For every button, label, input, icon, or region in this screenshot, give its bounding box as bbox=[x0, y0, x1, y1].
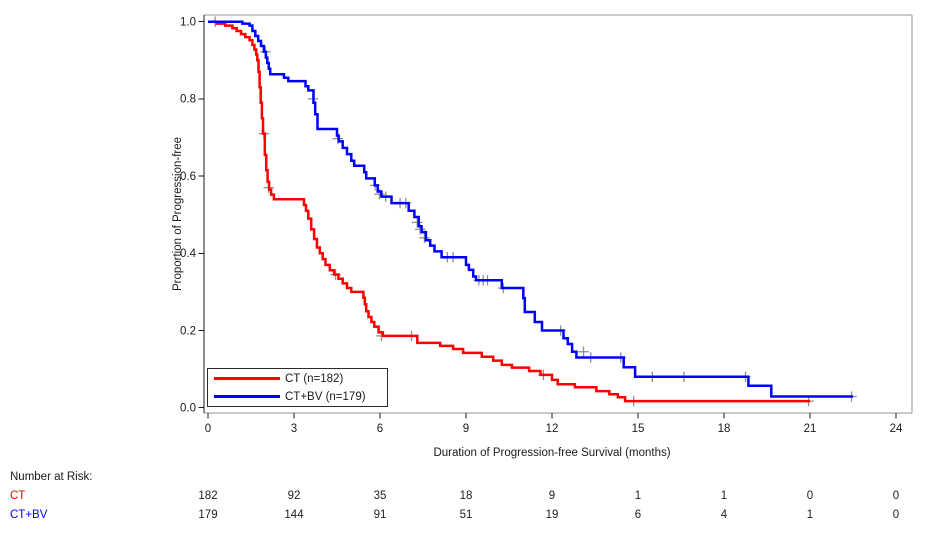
legend-label: CT (n=182) bbox=[285, 372, 344, 385]
x-tick-label: 0 bbox=[205, 423, 211, 435]
risk-value: 0 bbox=[892, 509, 900, 521]
x-tick-label: 21 bbox=[804, 423, 817, 435]
risk-row-label-ct: CT bbox=[10, 490, 26, 502]
risk-table-title: Number at Risk: bbox=[10, 471, 93, 483]
risk-value: 51 bbox=[459, 509, 473, 521]
x-tick-label: 3 bbox=[291, 423, 297, 435]
y-tick-label: 0.4 bbox=[180, 248, 197, 260]
risk-value: 179 bbox=[198, 509, 218, 521]
risk-value: 0 bbox=[892, 490, 900, 502]
risk-value: 144 bbox=[284, 509, 304, 521]
risk-value: 6 bbox=[634, 509, 642, 521]
legend: CT (n=182) CT+BV (n=179) bbox=[207, 368, 388, 407]
x-tick-label: 24 bbox=[890, 423, 903, 435]
x-tick-label: 18 bbox=[718, 423, 731, 435]
risk-value: 92 bbox=[287, 490, 301, 502]
y-tick-label: 1.0 bbox=[180, 17, 196, 29]
survival-curves-layer bbox=[208, 20, 853, 403]
legend-line-swatch bbox=[214, 377, 280, 380]
risk-value: 19 bbox=[545, 509, 559, 521]
risk-value: 1 bbox=[806, 509, 814, 521]
legend-label: CT+BV (n=179) bbox=[285, 390, 366, 403]
risk-value: 1 bbox=[720, 490, 728, 502]
risk-value: 0 bbox=[806, 490, 814, 502]
risk-value: 182 bbox=[198, 490, 218, 502]
km-plot-svg: 0.0 0.2 0.4 0.6 0.8 1.0 0 3 6 9 12 15 18 21 24 Duratio… bbox=[172, 14, 913, 459]
risk-row-label-ct-bv: CT+BV bbox=[10, 509, 48, 521]
legend-item: CT (n=182) bbox=[208, 371, 387, 386]
x-axis-title: Duration of Progression-free Survival (m… bbox=[433, 447, 670, 459]
legend-line-swatch bbox=[214, 395, 280, 398]
legend-item: CT+BV (n=179) bbox=[208, 389, 387, 404]
risk-value: 18 bbox=[459, 490, 473, 502]
risk-value: 9 bbox=[548, 490, 556, 502]
y-tick-label: 0.8 bbox=[180, 94, 196, 106]
y-tick-label: 0.0 bbox=[180, 403, 196, 415]
km-curve-ct bbox=[208, 20, 810, 403]
km-curve-ct-bv bbox=[208, 20, 853, 398]
y-tick-label: 0.2 bbox=[180, 325, 196, 337]
risk-value: 1 bbox=[634, 490, 642, 502]
risk-value: 4 bbox=[720, 509, 728, 521]
x-tick-label: 15 bbox=[632, 423, 645, 435]
x-tick-label: 6 bbox=[377, 423, 383, 435]
y-axis-title: Proportion of Progression-free bbox=[172, 137, 184, 291]
x-tick-label: 9 bbox=[463, 423, 469, 435]
tick-labels-layer: 0.0 0.2 0.4 0.6 0.8 1.0 0 3 6 9 12 15 18 21 24 bbox=[180, 17, 903, 436]
x-tick-label: 12 bbox=[546, 423, 559, 435]
axes-frame-layer bbox=[198, 14, 913, 419]
risk-value: 91 bbox=[373, 509, 387, 521]
y-tick-label: 0.6 bbox=[180, 171, 196, 183]
risk-value: 35 bbox=[373, 490, 387, 502]
